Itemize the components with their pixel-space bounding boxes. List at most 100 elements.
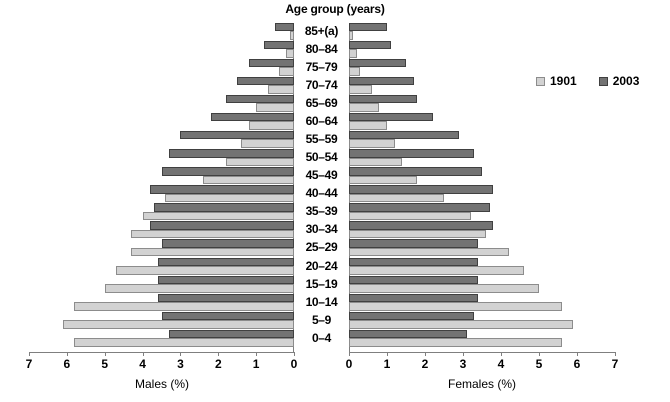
bar-females-2003-75-79 (349, 58, 406, 68)
age-group-label-5-9: 5–9 (311, 312, 332, 327)
females-axis-tick-label: 5 (535, 357, 543, 371)
bar-females-2003-10-14 (349, 293, 479, 303)
age-group-label-30-34: 30–34 (305, 222, 338, 237)
females-axis-tick-label: 6 (573, 357, 581, 371)
bar-females-1901-75-79 (349, 67, 361, 76)
males-axis-tick-label: 7 (25, 357, 33, 371)
bar-females-1901-55-59 (349, 139, 395, 148)
bar-males-1901-65-69 (256, 103, 294, 112)
bar-males-1901-85plus-a (290, 31, 294, 40)
bar-males-2003-80-84 (263, 40, 294, 50)
bar-males-1901-45-49 (203, 175, 294, 185)
males-axis-tick (294, 352, 295, 356)
males-axis-tick (180, 352, 182, 356)
females-axis-tick-label: 7 (611, 357, 619, 371)
males-axis-title: Males (%) (134, 377, 189, 391)
legend-label-2003: 2003 (612, 74, 640, 88)
bar-males-2003-25-29 (161, 239, 294, 248)
age-group-label-35-39: 35–39 (305, 204, 338, 219)
bar-females-1901-70-74 (349, 85, 372, 94)
age-group-label-10-14: 10–14 (305, 294, 338, 309)
age-group-label-55-59: 55–59 (305, 131, 338, 146)
bar-females-2003-15-19 (349, 275, 479, 285)
age-group-label-75-79: 75–79 (305, 59, 338, 74)
males-axis-tick (256, 352, 258, 356)
bar-males-1901-35-39 (142, 211, 294, 221)
bar-females-2003-25-29 (349, 239, 479, 248)
bar-males-2003-60-64 (210, 112, 294, 122)
legend-swatch-2003-icon (598, 76, 608, 86)
bar-females-1901-85plus-a (349, 31, 353, 40)
bar-females-2003-30-34 (349, 221, 494, 230)
bar-males-2003-20-24 (157, 257, 294, 267)
males-axis-tick (104, 352, 106, 356)
legend-item-2003: 2003 (598, 74, 640, 88)
bar-males-2003-70-74 (237, 76, 294, 86)
males-axis-line (29, 352, 294, 353)
bar-males-2003-0-4 (169, 329, 294, 339)
age-group-label-15-19: 15–19 (305, 276, 338, 291)
bar-females-2003-85plus-a (349, 22, 387, 31)
males-axis-tick (142, 352, 144, 356)
bar-females-2003-40-44 (349, 185, 494, 194)
males-axis-tick-label: 6 (63, 357, 71, 371)
bar-males-1901-70-74 (267, 85, 294, 94)
bar-females-1901-20-24 (349, 266, 524, 275)
females-axis-tick (577, 352, 578, 356)
males-axis-tick (218, 352, 220, 356)
bar-males-2003-40-44 (150, 185, 294, 194)
bar-males-2003-85plus-a (275, 22, 294, 31)
bar-males-1901-60-64 (248, 121, 294, 130)
bar-males-2003-55-59 (180, 130, 294, 140)
bar-females-2003-45-49 (349, 167, 482, 176)
legend: 1901 2003 (536, 74, 639, 88)
bar-females-2003-0-4 (349, 329, 467, 339)
females-axis-tick (501, 352, 502, 356)
age-group-label-85plus-a: 85+(a) (304, 23, 339, 38)
age-group-label-0-4: 0–4 (311, 330, 332, 345)
bar-females-2003-5-9 (349, 311, 475, 321)
bar-females-2003-50-54 (349, 149, 475, 158)
males-axis-tick-label: 3 (177, 357, 184, 371)
bar-males-2003-30-34 (150, 221, 294, 230)
bar-males-1901-80-84 (286, 49, 294, 58)
bar-males-2003-35-39 (153, 203, 294, 212)
age-group-label-45-49: 45–49 (305, 168, 338, 183)
bar-females-1901-10-14 (349, 302, 562, 311)
age-group-label-80-84: 80–84 (305, 41, 338, 56)
age-group-label-40-44: 40–44 (305, 186, 338, 201)
males-axis-tick-label: 0 (290, 357, 298, 371)
bar-males-2003-10-14 (157, 293, 294, 303)
males-axis-tick-label: 5 (101, 357, 109, 371)
legend-swatch-1901-icon (536, 76, 545, 86)
males-axis-tick-label: 1 (252, 357, 260, 371)
bar-females-1901-0-4 (349, 338, 562, 347)
bar-females-1901-15-19 (349, 284, 539, 293)
bar-females-2003-80-84 (349, 40, 391, 50)
males-axis-tick (66, 352, 68, 356)
bar-males-1901-50-54 (225, 157, 294, 167)
bar-females-1901-5-9 (349, 320, 574, 329)
males-axis-tick-label: 2 (214, 357, 222, 371)
bar-males-1901-20-24 (116, 266, 294, 275)
females-axis-tick (539, 352, 540, 356)
females-axis-tick (615, 352, 616, 356)
bar-females-2003-20-24 (349, 257, 479, 267)
bar-females-1901-30-34 (349, 229, 486, 239)
bar-males-2003-75-79 (248, 58, 294, 68)
bar-females-2003-65-69 (349, 94, 418, 104)
bar-males-1901-0-4 (74, 338, 294, 347)
males-axis-tick (29, 352, 30, 356)
bar-males-1901-25-29 (131, 247, 294, 257)
bar-females-1901-80-84 (349, 49, 357, 58)
bar-females-1901-50-54 (349, 157, 403, 167)
females-axis-tick-label: 3 (459, 357, 467, 371)
females-axis-title: Females (%) (447, 377, 516, 391)
bar-females-1901-60-64 (349, 121, 387, 130)
females-axis-tick (425, 352, 426, 356)
bar-males-1901-40-44 (165, 193, 294, 203)
age-group-label-50-54: 50–54 (305, 150, 338, 165)
bar-females-1901-40-44 (349, 193, 444, 203)
females-axis-tick (387, 352, 388, 356)
bar-males-1901-5-9 (63, 320, 294, 329)
